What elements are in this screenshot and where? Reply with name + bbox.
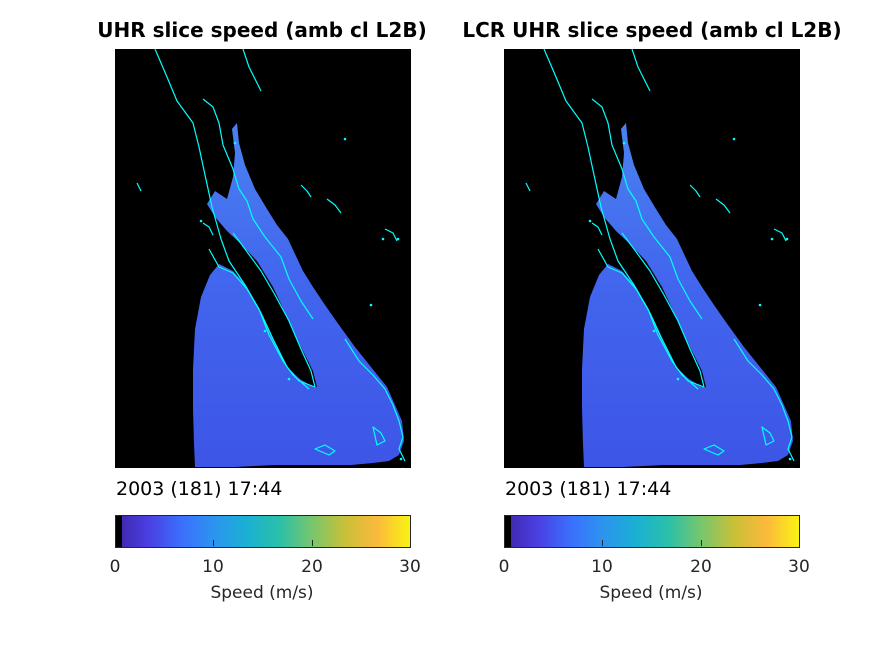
coastline <box>703 444 725 456</box>
coastline <box>761 426 775 446</box>
coastline <box>631 49 651 92</box>
colorbar-tickmark <box>602 540 603 546</box>
coastline-islet <box>343 137 347 141</box>
colorbar-label-right: Speed (m/s) <box>599 583 703 603</box>
coastline-islet <box>263 329 267 333</box>
colorbar-tick-label: 30 <box>399 557 421 577</box>
coastline <box>715 198 731 214</box>
colorbar-tick-label: 30 <box>788 557 810 577</box>
map-svg-left <box>136 49 406 468</box>
coastline-islet <box>770 237 774 241</box>
coastline <box>202 222 214 236</box>
coastline <box>591 222 603 236</box>
coastline <box>525 182 531 192</box>
coastline-islet <box>381 237 385 241</box>
coastline-islet <box>622 141 626 145</box>
colorbar-gradient <box>116 516 410 547</box>
coastline <box>621 232 705 388</box>
coastline <box>154 49 310 390</box>
colorbar-tickmark <box>312 540 313 546</box>
colorbar-gradient <box>505 516 799 547</box>
colorbar-tick-label: 10 <box>591 557 613 577</box>
coastline-islet <box>233 141 237 145</box>
colorbar-right <box>504 515 800 548</box>
colorbar-tick-label: 20 <box>690 557 712 577</box>
colorbar-left <box>115 515 411 548</box>
coastline <box>597 248 705 388</box>
colorbar-tickmark <box>213 540 214 546</box>
coastline-islet <box>788 457 792 461</box>
coastline <box>300 184 312 198</box>
coastline <box>344 338 406 462</box>
panel-title-left: UHR slice speed (amb cl L2B) <box>97 18 427 42</box>
coastline-islet <box>732 137 736 141</box>
colorbar-floor <box>116 516 122 547</box>
coastline-islet <box>652 329 656 333</box>
coastline <box>242 49 262 92</box>
coastline <box>202 98 314 320</box>
timestamp-right: 2003 (181) 17:44 <box>505 478 672 500</box>
coastline <box>208 248 316 388</box>
colorbar-tick-label: 0 <box>498 557 510 577</box>
timestamp-left: 2003 (181) 17:44 <box>116 478 283 500</box>
colorbar-tick-label: 0 <box>109 557 121 577</box>
coastline <box>136 182 142 192</box>
coastline <box>314 444 336 456</box>
map-svg-right <box>525 49 795 468</box>
coastline <box>591 98 703 320</box>
colorbar-floor <box>505 516 511 547</box>
coastline <box>689 184 701 198</box>
colorbar-tickmark <box>701 540 702 546</box>
wind-speed-map-left <box>115 49 411 468</box>
coastline-islet <box>369 303 373 307</box>
wind-speed-map-right <box>504 49 800 468</box>
colorbar-label-left: Speed (m/s) <box>210 583 314 603</box>
coastline <box>384 228 398 242</box>
coastline <box>543 49 699 390</box>
coastline-islet <box>396 237 400 241</box>
coastline <box>232 232 316 388</box>
colorbar-tick-label: 20 <box>301 557 323 577</box>
coastline-islet <box>287 377 291 381</box>
coastline-islet <box>588 219 592 223</box>
coastline-islet <box>785 237 789 241</box>
coastline <box>326 198 342 214</box>
coastline-islet <box>676 377 680 381</box>
coastline <box>733 338 795 462</box>
ocean-swath <box>193 123 404 467</box>
coastline-islet <box>199 219 203 223</box>
panel-title-right: LCR UHR slice speed (amb cl L2B) <box>462 18 842 42</box>
coastline <box>372 426 386 446</box>
colorbar-tick-label: 10 <box>202 557 224 577</box>
coastline-islet <box>399 457 403 461</box>
coastline-islet <box>758 303 762 307</box>
coastline <box>773 228 787 242</box>
ocean-swath <box>582 123 793 467</box>
